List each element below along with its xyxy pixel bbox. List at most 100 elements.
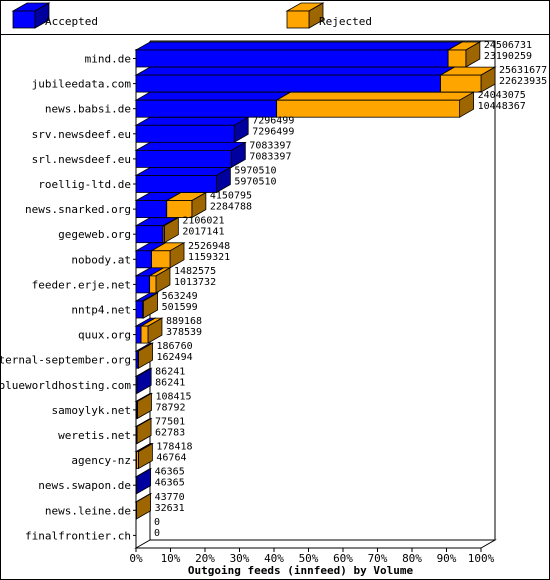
bar-rejected-front: [140, 325, 149, 344]
bar-group: [134, 392, 153, 420]
bar-group: [134, 367, 153, 394]
x-tick-label: 90%: [437, 552, 457, 565]
value-label-accepted: 78792: [155, 402, 185, 413]
legend-swatch-rejected-front: [286, 10, 310, 29]
category-label: feeder.erje.net: [32, 278, 131, 291]
value-label-accepted: 1159321: [188, 252, 230, 263]
value-label-offered: 77501: [155, 417, 185, 428]
axes: 0% 10% 20% 30% 40% 50% 60% 70% 80% 90% 100% Outgoin…: [129, 40, 497, 577]
value-label-offered: 46365: [155, 467, 185, 478]
bar-group: [134, 317, 164, 344]
value-label-accepted: 378539: [166, 327, 202, 338]
value-label-offered: 5970510: [234, 166, 276, 177]
bar-accepted-front: [135, 149, 232, 168]
value-label-offered: 43770: [155, 492, 185, 503]
bar-group: [134, 292, 160, 319]
value-label-accepted: 46365: [155, 478, 185, 489]
category-label: finalfrontier.ch: [25, 529, 131, 542]
bar-group: [134, 41, 482, 68]
category-label: news.snarked.org: [25, 203, 131, 216]
bar-rejected-front: [142, 300, 144, 319]
bar-group: [134, 493, 153, 520]
bar-group: [134, 417, 153, 445]
bar-rejected-front: [162, 225, 165, 244]
bar-accepted-front: [135, 250, 153, 269]
x-tick-label: 20%: [195, 552, 215, 565]
bar-group: [134, 267, 172, 294]
bar-rejected-side: [137, 392, 152, 420]
category-label: samoylyk.net: [52, 404, 131, 417]
category-label: agency-nz: [71, 454, 131, 467]
value-label-offered: 889168: [166, 316, 202, 327]
legend-swatch-accepted-front: [12, 10, 36, 29]
category-label: roellig-ltd.de: [38, 178, 131, 191]
x-tick-label: 0%: [129, 552, 143, 565]
bar-group: [134, 342, 155, 369]
category-label: news.swapon.de: [38, 479, 131, 492]
x-tick-label: 30%: [230, 552, 250, 565]
value-label-accepted: 501599: [162, 302, 198, 313]
value-label-offered: 186760: [157, 341, 193, 352]
bar-group: [134, 442, 154, 470]
bar-accepted-side: [136, 367, 152, 394]
category-label: news.babsi.de: [45, 103, 131, 116]
x-tick-label: 100%: [468, 552, 495, 565]
category-label: news.leine.de: [45, 504, 131, 517]
bar-accepted-front: [135, 124, 235, 143]
bar-accepted-front: [135, 74, 441, 93]
bar-accepted-top: [134, 66, 457, 76]
value-label-accepted: 32631: [155, 503, 185, 514]
bar-accepted-front: [135, 275, 151, 294]
bar-group: [134, 91, 476, 118]
bar-group: [134, 66, 497, 93]
bar-accepted-front: [135, 49, 449, 68]
floor: [134, 539, 497, 549]
x-tick-label: 10%: [161, 552, 181, 565]
bar-accepted-top: [134, 91, 293, 101]
value-label-accepted: 7296499: [252, 126, 294, 137]
bar-accepted-front: [135, 200, 168, 219]
bar-group: [134, 191, 208, 219]
bar-rejected-side: [136, 417, 152, 445]
bar-rejected-front: [440, 74, 482, 93]
bar-rejected-front: [447, 49, 467, 68]
value-label-offered: 25631677: [499, 65, 547, 76]
value-label-accepted: 46764: [156, 453, 186, 464]
value-label-offered: 2526948: [188, 241, 230, 252]
bar-rejected-side: [136, 493, 151, 520]
bar-group: [134, 116, 250, 143]
x-tick-label: 80%: [402, 552, 422, 565]
x-tick-label: 70%: [368, 552, 388, 565]
bar-accepted-front: [135, 300, 144, 319]
value-label-offered: 4150795: [210, 191, 252, 202]
value-label-accepted: 162494: [157, 352, 193, 363]
legend: Accepted Rejected: [11, 2, 372, 29]
value-label-accepted: 10448367: [478, 101, 526, 112]
bar-group: [134, 468, 153, 495]
value-label-offered: 108415: [155, 391, 191, 402]
value-label-accepted: 0: [154, 528, 160, 539]
bar-rejected-top: [275, 91, 476, 101]
value-label-offered: 178418: [156, 442, 192, 453]
bar-rejected-front: [276, 99, 461, 118]
value-label-accepted: 86241: [155, 377, 185, 388]
value-label-accepted: 22623935: [499, 76, 547, 87]
x-tick-label: 50%: [299, 552, 319, 565]
bar-accepted-front: [135, 375, 138, 394]
value-label-accepted: 1013732: [174, 277, 216, 288]
x-tick-label: 40%: [264, 552, 284, 565]
value-label-offered: 1482575: [174, 266, 216, 277]
category-label: nntp4.net: [71, 304, 131, 317]
bar-accepted-top: [134, 116, 250, 126]
value-label-offered: 7296499: [252, 115, 294, 126]
bar-accepted-front: [135, 225, 164, 244]
legend-label-accepted: Accepted: [45, 15, 98, 28]
bar-accepted-top: [134, 167, 232, 176]
bar-group: [134, 242, 186, 269]
bar-accepted-top: [134, 141, 247, 151]
x-axis-title: Outgoing feeds (innfeed) by Volume: [188, 564, 414, 577]
category-label: weretis.net: [58, 429, 131, 442]
